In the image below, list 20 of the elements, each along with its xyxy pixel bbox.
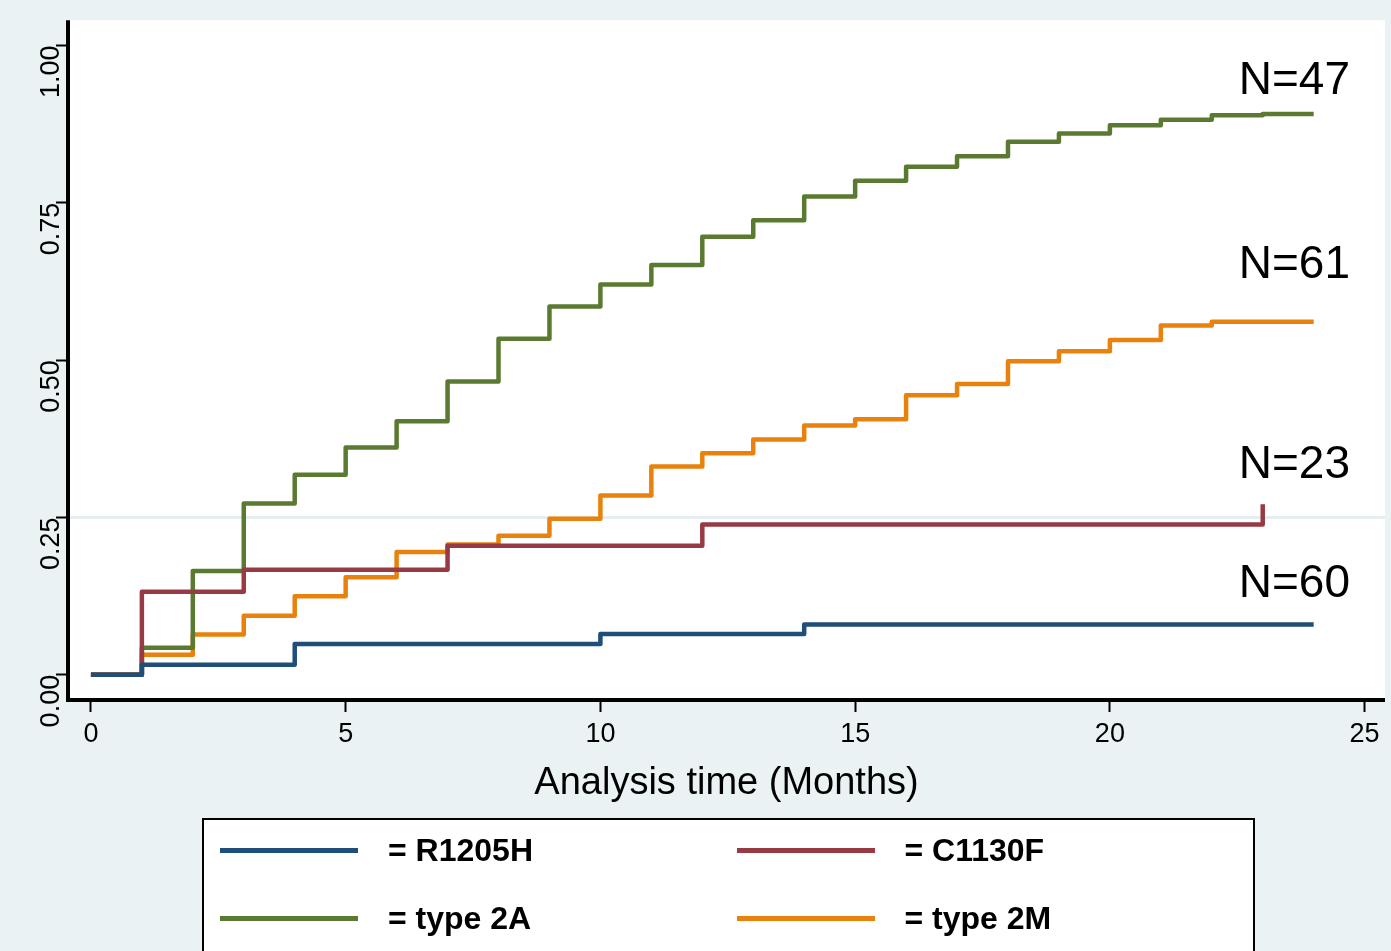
annotation: N=47: [1238, 52, 1350, 105]
y-tick-label: 0.00: [35, 674, 66, 728]
x-tick-label: 15: [840, 717, 871, 748]
x-tick-label: 25: [1349, 717, 1380, 748]
x-tick-label: 10: [585, 717, 616, 748]
annotation: N=23: [1238, 436, 1350, 489]
x-tick-label: 5: [338, 717, 354, 748]
y-tick-label: 0.50: [35, 360, 66, 413]
legend-label: = type 2A: [388, 899, 532, 937]
y-tick-label: 0.25: [35, 517, 66, 571]
legend-label: = type 2M: [904, 899, 1052, 937]
x-tick-label: 20: [1094, 717, 1125, 748]
legend-label: = R1205H: [388, 831, 533, 869]
annotation: N=60: [1238, 555, 1350, 608]
y-tick-label: 1.00: [35, 45, 66, 98]
legend-label: = C1130F: [904, 831, 1045, 869]
x-axis-title: Analysis time (Months): [534, 759, 919, 802]
annotation: N=61: [1238, 235, 1350, 288]
x-tick-label: 0: [83, 717, 99, 748]
y-tick-label: 0.75: [35, 202, 66, 256]
